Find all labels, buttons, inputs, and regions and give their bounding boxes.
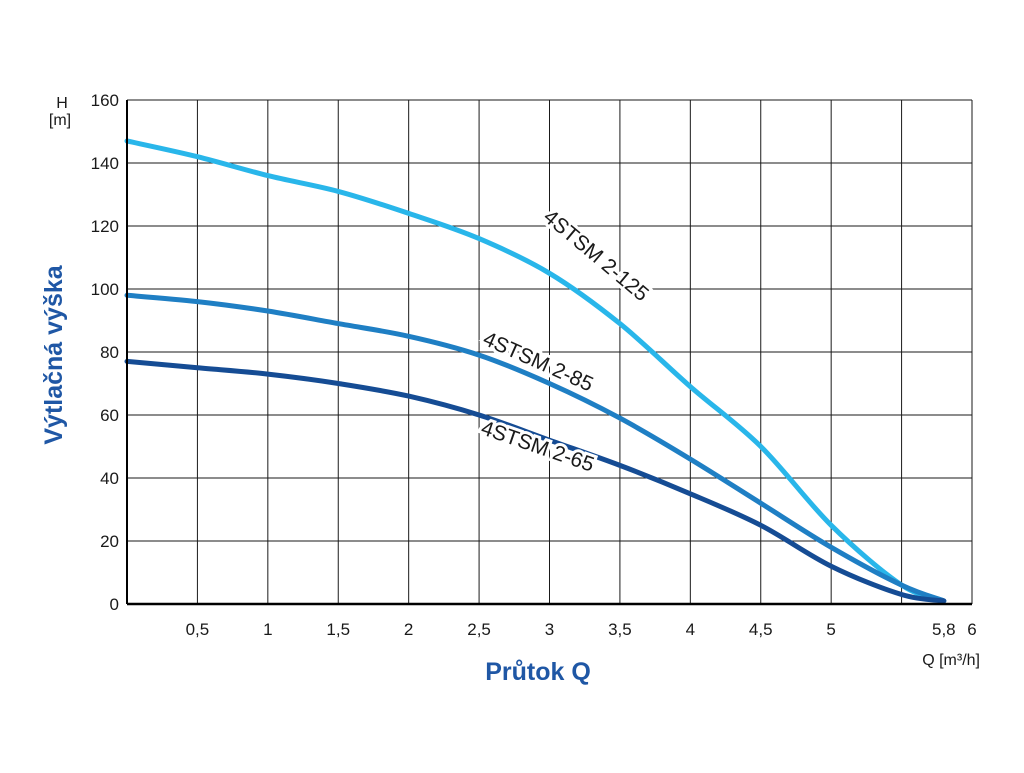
x-unit-label: Q [m³/h]	[922, 652, 980, 669]
x-tick-label: 4,5	[749, 620, 773, 639]
y-tick-label: 60	[100, 406, 119, 425]
curve-4stsm-2-125	[124, 138, 947, 604]
curve-4stsm-2-85	[124, 292, 947, 604]
x-tick-label: 3	[545, 620, 554, 639]
curve-4stsm-2-65	[124, 358, 947, 604]
y-tick-label: 100	[91, 280, 119, 299]
tick-labels: 0 20 40 60 80 100 120 140 160 0,5 1 1,5 2 2,5 3 3,5 4 4,5…	[91, 91, 977, 639]
y-tick-label: 20	[100, 532, 119, 551]
curve-label-4stsm-2-125: 4STSM 2-125	[539, 205, 653, 306]
y-axis-title: Výtlačná výška	[40, 264, 68, 444]
y-unit-label: [m]	[49, 112, 71, 129]
x-tick-label: 5	[826, 620, 835, 639]
y-tick-label: 0	[110, 595, 119, 614]
x-tick-label: 5,8	[932, 620, 956, 639]
y-tick-label: 140	[91, 154, 119, 173]
x-tick-label: 6	[967, 620, 976, 639]
grid-lines	[127, 99, 973, 604]
x-tick-label: 1,5	[326, 620, 350, 639]
x-tick-label: 0,5	[186, 620, 210, 639]
x-axis-title: Průtok Q	[485, 658, 591, 686]
y-tick-label: 120	[91, 217, 119, 236]
curve-label-4stsm-2-65: 4STSM 2-65	[478, 417, 597, 477]
x-tick-label: 2,5	[467, 620, 491, 639]
y-tick-label: 40	[100, 469, 119, 488]
x-tick-label: 4	[686, 620, 695, 639]
axes	[126, 100, 972, 606]
y-tick-label: 80	[100, 343, 119, 362]
y-tick-label: 160	[91, 91, 119, 110]
x-tick-label: 1	[263, 620, 272, 639]
performance-curves	[124, 138, 947, 604]
x-tick-label: 3,5	[608, 620, 632, 639]
y-unit-symbol: H	[56, 95, 68, 112]
x-tick-label: 2	[404, 620, 413, 639]
